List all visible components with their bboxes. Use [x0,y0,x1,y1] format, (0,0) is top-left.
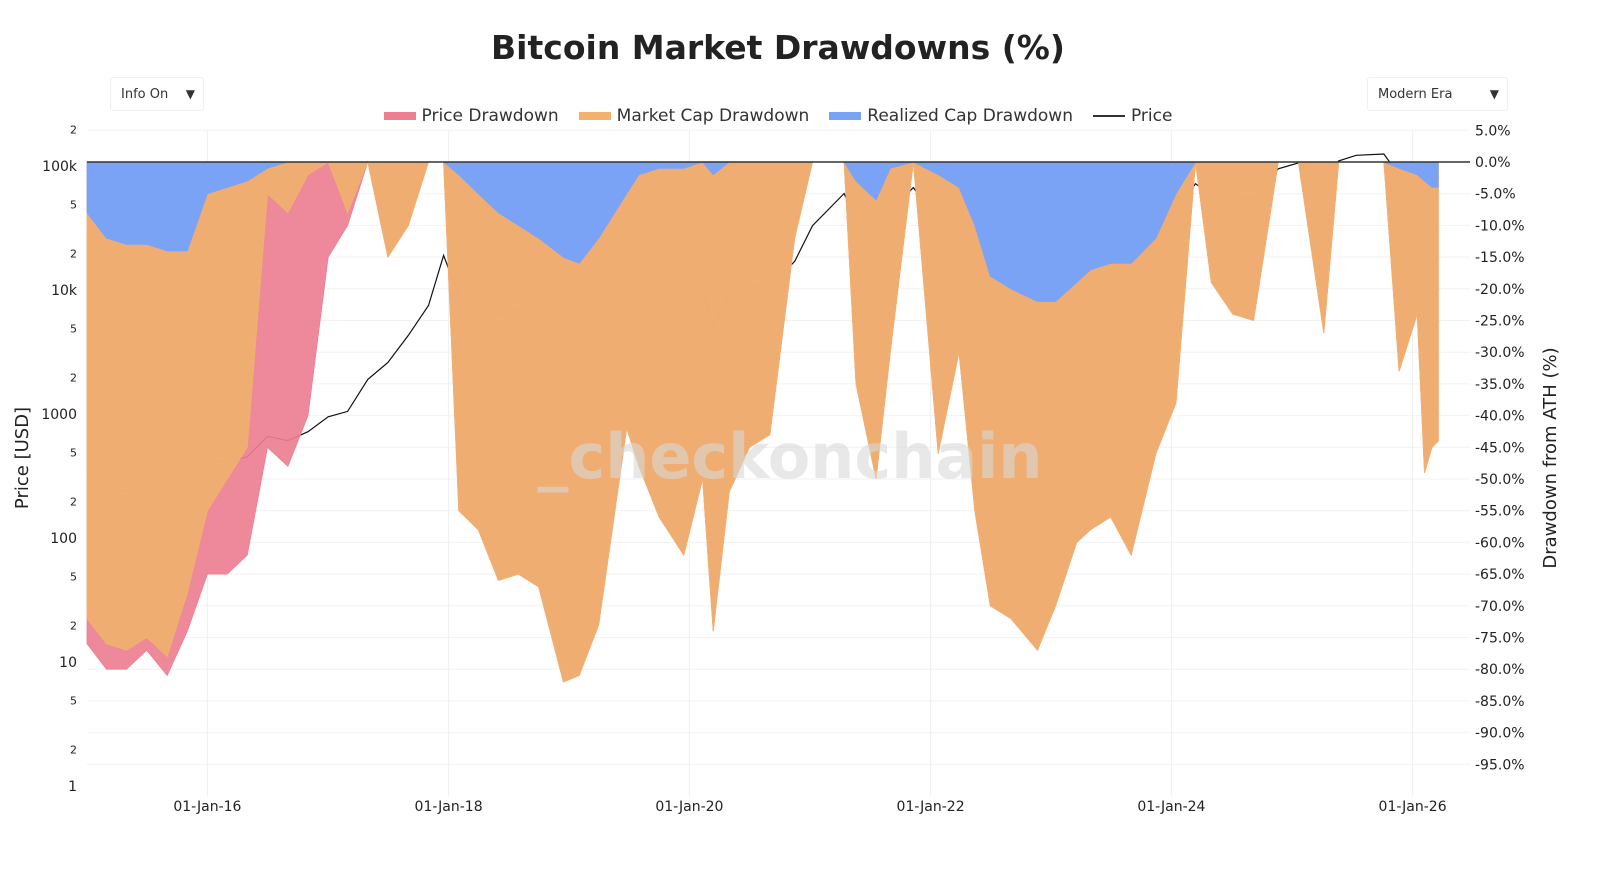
y-right-tick-label: -45.0% [1475,440,1525,456]
y-left-axis-title: Price [USD] [12,407,33,509]
legend-item-price-drawdown[interactable]: Price Drawdown [383,106,559,126]
y-left-tick-label: 5 [70,322,77,335]
y-left-tick-label: 2 [70,744,77,757]
y-right-tick-label: -75.0% [1475,631,1525,647]
y-right-tick-label: -15.0% [1475,250,1525,266]
dropdown-arrow-icon: ▼ [185,87,195,101]
y-right-tick-label: -90.0% [1475,726,1525,742]
legend-label: Price Drawdown [421,106,559,126]
y-left-tick-label: 1 [68,779,77,795]
y-right-tick-label: -35.0% [1475,377,1525,393]
y-right-tick-label: -25.0% [1475,314,1525,330]
y-right-tick-label: -30.0% [1475,345,1525,361]
y-left-tick-label: 2 [70,248,77,261]
y-left-tick-label: 100k [42,159,78,175]
y-right-tick-label: -10.0% [1475,218,1525,234]
legend-swatch [1092,115,1125,117]
x-tick-label: 01-Jan-24 [1137,799,1205,815]
legend-swatch [578,112,611,120]
era-select-dropdown[interactable]: Modern Era ▼ [1367,77,1508,111]
y-right-tick-label: 5.0% [1475,123,1511,139]
y-right-tick-label: -70.0% [1475,599,1525,615]
y-left-tick-label: 5 [70,570,77,583]
y-right-tick-label: -40.0% [1475,409,1525,425]
y-right-tick-label: -80.0% [1475,662,1525,678]
legend-item-price[interactable]: Price [1092,106,1173,126]
dropdown-arrow-icon: ▼ [1489,87,1499,101]
x-tick-label: 01-Jan-22 [897,799,965,815]
y-right-tick-label: -85.0% [1475,694,1525,710]
legend-label: Market Cap Drawdown [616,106,810,126]
y-right-tick-label: -5.0% [1475,187,1516,203]
y-left-tick-label: 5 [70,694,77,707]
x-tick-label: 01-Jan-18 [415,799,483,815]
chart-title: Bitcoin Market Drawdowns (%) [491,28,1065,67]
era-select-label: Modern Era [1378,86,1453,102]
y-right-tick-label: -55.0% [1475,504,1525,520]
y-left-tick-label: 2 [70,124,77,137]
x-tick-label: 01-Jan-26 [1379,799,1447,815]
y-left-tick-label: 2 [70,372,77,385]
info-toggle-label: Info On [121,86,169,102]
y-right-tick-label: -20.0% [1475,282,1525,298]
y-left-tick-label: 5 [70,198,77,211]
legend-swatch [829,112,862,120]
legend-item-realized-cap-drawdown[interactable]: Realized Cap Drawdown [829,106,1073,126]
x-tick-label: 01-Jan-16 [173,799,241,815]
y-left-tick-label: 1000 [41,407,77,423]
y-right-tick-label: -65.0% [1475,567,1525,583]
y-right-tick-label: -50.0% [1475,472,1525,488]
market-cap-drawdown-area [86,160,1439,683]
y-left-tick-label: 2 [70,496,77,509]
legend-item-market-cap-drawdown[interactable]: Market Cap Drawdown [578,106,810,126]
y-left-tick-label: 10k [51,283,78,299]
watermark: _checkonchain [537,420,1042,493]
y-right-tick-label: -95.0% [1475,757,1525,773]
y-left-tick-label: 5 [70,446,77,459]
legend-swatch [383,112,416,120]
x-tick-label: 01-Jan-20 [655,799,723,815]
y-right-tick-label: 0.0% [1475,155,1511,171]
legend: Price Drawdown Market Cap Drawdown Reali… [0,106,1556,126]
y-left-tick-label: 2 [70,620,77,633]
info-toggle-dropdown[interactable]: Info On ▼ [110,77,204,111]
legend-label: Price [1130,106,1173,126]
y-left-tick-label: 100 [50,531,77,547]
y-right-axis-title: Drawdown from ATH (%) [1540,347,1561,568]
legend-label: Realized Cap Drawdown [867,106,1073,126]
y-left-tick-label: 10 [59,655,77,671]
y-right-tick-label: -60.0% [1475,535,1525,551]
